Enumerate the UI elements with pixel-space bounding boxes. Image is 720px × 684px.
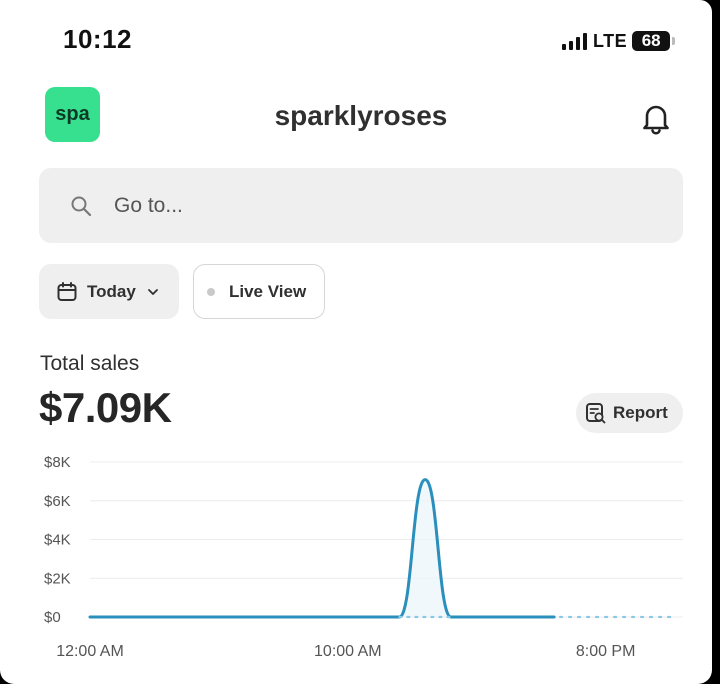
date-range-button[interactable]: Today (39, 264, 179, 319)
x-tick-label: 10:00 AM (314, 643, 382, 660)
battery-level: 68 (641, 31, 661, 50)
search-icon (71, 196, 92, 217)
report-button[interactable]: Report (576, 393, 683, 433)
live-status-dot (207, 287, 215, 296)
calendar-icon (57, 281, 77, 301)
x-tick-label: 12:00 AM (56, 643, 124, 660)
metric-value: $7.09K (39, 384, 172, 431)
x-tick-label: 8:00 PM (576, 643, 636, 660)
y-tick-label: $8K (44, 454, 71, 471)
status-indicators: LTE 68 (562, 30, 676, 52)
date-range-label: Today (87, 281, 136, 301)
status-time: 10:12 (63, 24, 132, 54)
store-logo[interactable]: spa (45, 87, 100, 142)
chevron-down-icon (147, 288, 158, 295)
store-name[interactable]: sparklyroses (274, 100, 448, 131)
y-tick-label: $6K (44, 493, 71, 510)
live-view-label: Live View (229, 281, 307, 301)
metric-label: Total sales (40, 352, 140, 375)
signal-icon (562, 32, 587, 50)
bell-icon[interactable] (638, 100, 674, 136)
report-label: Report (613, 403, 668, 422)
y-tick-label: $4K (44, 532, 71, 549)
report-icon (586, 403, 606, 424)
search-placeholder: Go to... (114, 194, 183, 217)
sales-chart: $8K $6K $4K $2K $0 12:00 AM 10:00 AM 8:00 PM (44, 454, 683, 660)
search-bar[interactable]: Go to... (39, 168, 683, 243)
battery-cap (672, 37, 676, 45)
battery-icon: 68 (632, 31, 671, 51)
network-type: LTE (593, 30, 628, 51)
live-view-button[interactable]: Live View (193, 264, 325, 319)
y-tick-label: $2K (44, 570, 71, 587)
series-area (90, 479, 555, 617)
series-line (88, 478, 556, 619)
y-tick-label: $0 (44, 609, 61, 626)
